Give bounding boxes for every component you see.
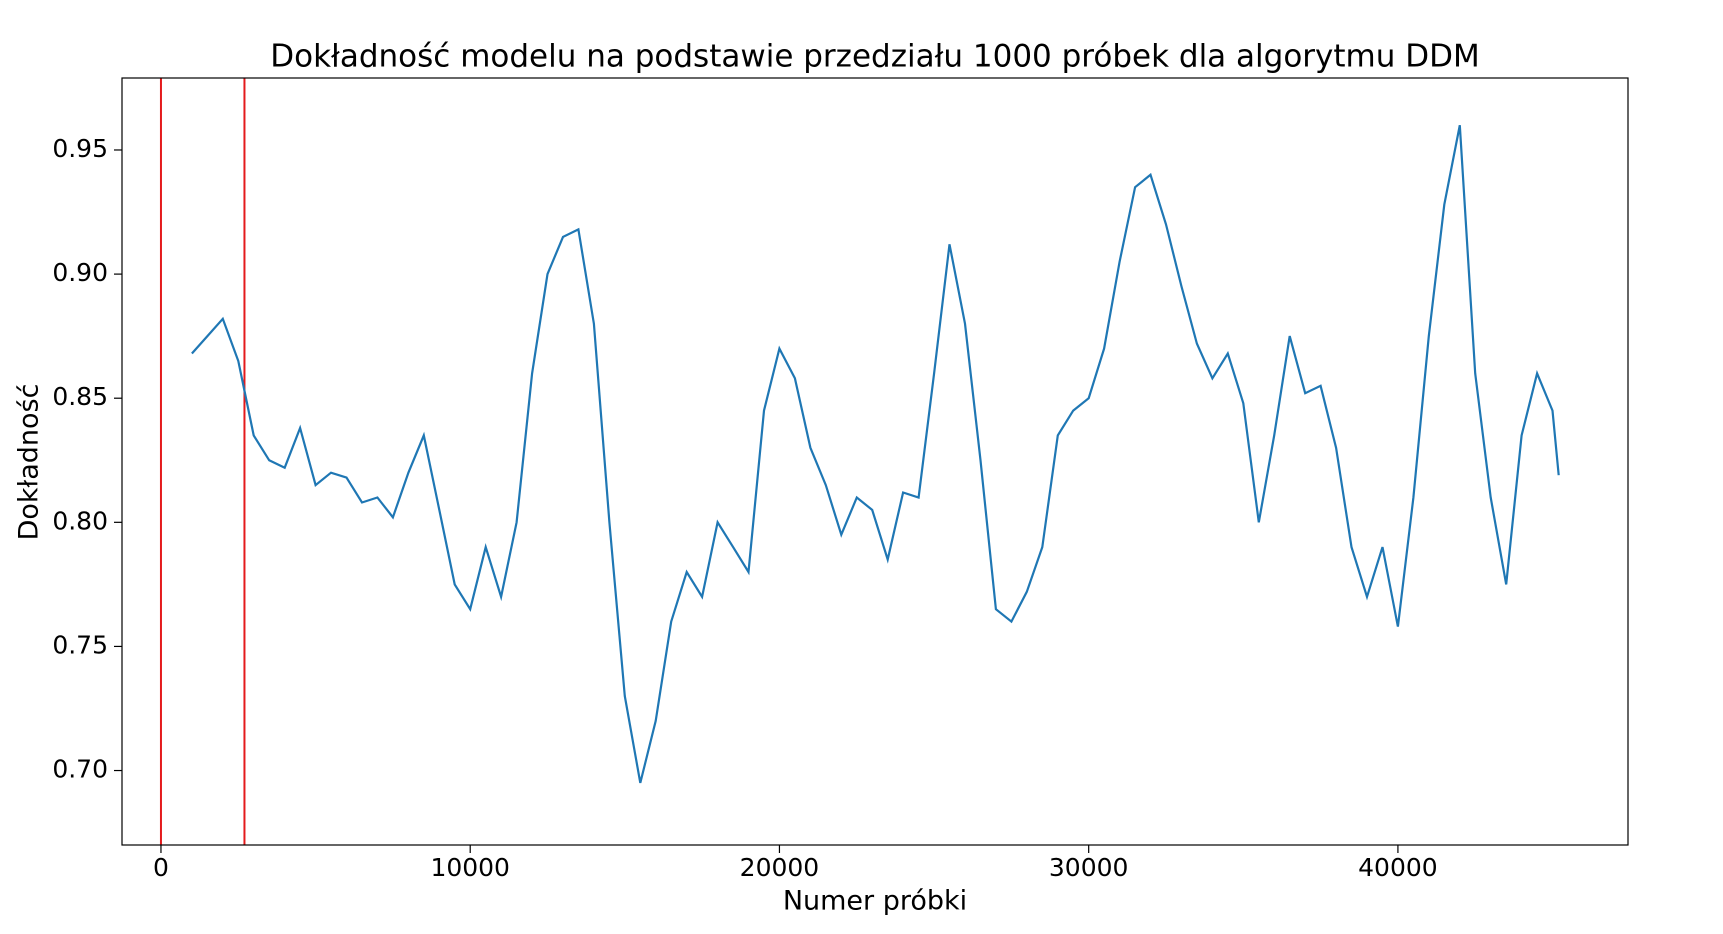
x-tick-label: 30000 (1049, 853, 1129, 882)
y-axis-label: Dokładność (14, 384, 45, 541)
x-tick-label: 20000 (740, 853, 820, 882)
y-tick-label: 0.95 (52, 134, 108, 163)
x-tick-label: 40000 (1358, 853, 1438, 882)
data-line (191, 124, 1560, 784)
y-tick-label: 0.70 (52, 755, 108, 784)
x-tick-label: 0 (153, 853, 169, 882)
y-tick-label: 0.90 (52, 258, 108, 287)
y-tick-label: 0.85 (52, 382, 108, 411)
x-tick-label: 10000 (430, 853, 510, 882)
plot-frame (121, 77, 1629, 846)
y-tick-label: 0.75 (52, 630, 108, 659)
x-axis-label: Numer próbki (783, 886, 967, 917)
y-tick-label: 0.80 (52, 506, 108, 535)
chart-title: Dokładność modelu na podstawie przedział… (270, 39, 1479, 75)
